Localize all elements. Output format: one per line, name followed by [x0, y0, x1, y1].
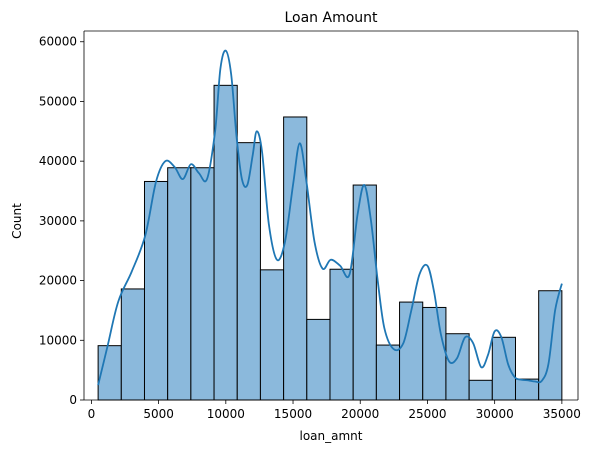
histogram-bar	[190, 167, 215, 401]
kde-curve	[97, 49, 563, 386]
histogram-bar	[399, 301, 424, 401]
histogram-bar	[143, 180, 169, 401]
y-tick-label: 40000	[39, 154, 77, 168]
chart-title: Loan Amount	[284, 10, 378, 26]
y-tick-label: 10000	[39, 333, 77, 347]
y-axis-label: Count	[10, 203, 24, 239]
kde-curve-layer	[97, 49, 563, 386]
y-tick-label: 20000	[39, 274, 77, 288]
y-tick-label: 50000	[39, 94, 77, 108]
histogram-bar	[213, 84, 238, 401]
x-tick-label: 15000	[274, 407, 312, 421]
histogram-bar	[259, 269, 285, 401]
histogram-bar	[422, 306, 447, 401]
tick-marks: 0 5000 10000 15000 20000 25000 30000 35000 0 1000…	[39, 35, 581, 421]
x-tick-label: 5000	[143, 407, 174, 421]
histogram-bars	[97, 84, 563, 401]
histogram-bar	[445, 333, 470, 401]
axes	[83, 30, 579, 401]
histogram-bar	[468, 379, 493, 401]
x-tick-label: 25000	[408, 407, 446, 421]
x-tick-label: 0	[88, 407, 96, 421]
histogram-bar	[329, 268, 354, 401]
histogram-bar	[306, 318, 331, 401]
x-tick-label: 35000	[543, 407, 581, 421]
histogram-bar	[167, 167, 192, 401]
histogram-bar	[375, 344, 401, 401]
x-tick-label: 20000	[341, 407, 379, 421]
histogram-bar	[120, 288, 145, 401]
y-tick-label: 0	[69, 393, 77, 407]
x-tick-label: 10000	[207, 407, 245, 421]
y-tick-label: 30000	[39, 214, 77, 228]
x-axis-label: loan_amnt	[300, 429, 363, 443]
y-tick-label: 60000	[39, 35, 77, 49]
x-tick-label: 30000	[476, 407, 514, 421]
